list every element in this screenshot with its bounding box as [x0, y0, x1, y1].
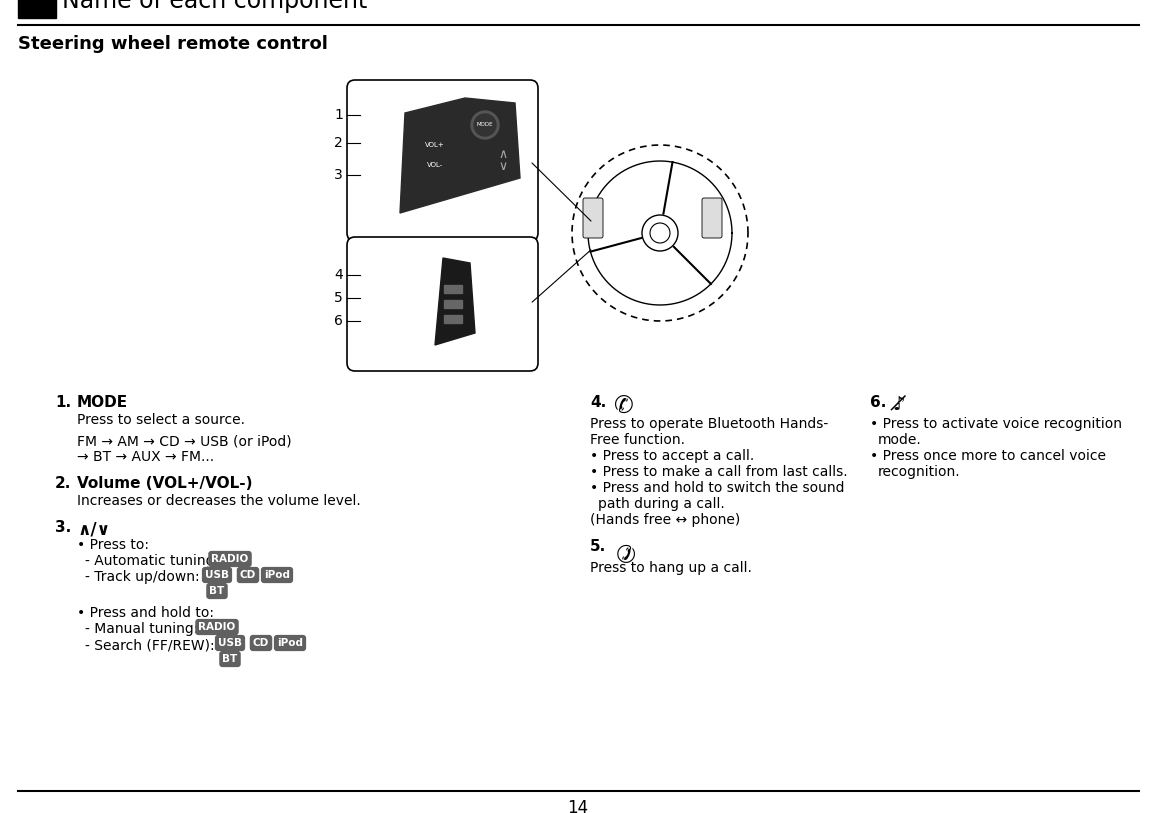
Text: ♪̸: ♪̸ [894, 394, 906, 413]
Circle shape [642, 215, 678, 251]
Text: Steering wheel remote control: Steering wheel remote control [19, 35, 327, 53]
Circle shape [474, 114, 496, 136]
Text: ∧
∨: ∧ ∨ [499, 149, 508, 173]
Text: ✆: ✆ [614, 394, 634, 418]
Text: • Press to:: • Press to: [78, 538, 149, 552]
Text: - Track up/down:: - Track up/down: [84, 570, 204, 584]
Text: Free function.: Free function. [590, 433, 685, 447]
Text: 6: 6 [334, 314, 342, 328]
Text: 4.: 4. [590, 395, 606, 410]
Text: ∧/∨: ∧/∨ [78, 520, 110, 538]
Text: MODE: MODE [78, 395, 128, 410]
Text: Press to operate Bluetooth Hands-: Press to operate Bluetooth Hands- [590, 417, 828, 431]
Text: RADIO: RADIO [198, 622, 236, 632]
Text: (Hands free ↔ phone): (Hands free ↔ phone) [590, 513, 740, 527]
Text: • Press to activate voice recognition: • Press to activate voice recognition [870, 417, 1122, 431]
Text: path during a call.: path during a call. [598, 497, 724, 511]
Text: 14: 14 [567, 799, 589, 813]
Text: 2.: 2. [56, 476, 72, 491]
Polygon shape [435, 258, 476, 345]
FancyBboxPatch shape [347, 80, 538, 241]
Bar [444, 300, 462, 308]
Bar [19, 0, 56, 18]
FancyBboxPatch shape [347, 237, 538, 371]
Text: MODE: MODE [477, 123, 493, 128]
Text: 2: 2 [334, 136, 342, 150]
Circle shape [471, 111, 499, 139]
Text: Name of each component: Name of each component [62, 0, 368, 13]
Text: • Press to accept a call.: • Press to accept a call. [590, 449, 754, 463]
Text: CD: CD [253, 638, 270, 648]
Text: • Press to make a call from last calls.: • Press to make a call from last calls. [590, 465, 848, 479]
Text: Press to select a source.: Press to select a source. [78, 413, 245, 427]
Text: 5: 5 [334, 291, 342, 305]
Text: 3.: 3. [56, 520, 72, 535]
FancyBboxPatch shape [583, 198, 603, 238]
Text: Volume (VOL+/VOL-): Volume (VOL+/VOL-) [78, 476, 252, 491]
Text: USB: USB [218, 638, 242, 648]
Text: • Press and hold to:: • Press and hold to: [78, 606, 214, 620]
Text: VOL-: VOL- [427, 162, 443, 168]
Text: RADIO: RADIO [212, 554, 249, 564]
Text: BT: BT [222, 654, 237, 664]
Text: • Press and hold to switch the sound: • Press and hold to switch the sound [590, 481, 845, 495]
Text: - Search (FF/REW):: - Search (FF/REW): [84, 638, 219, 652]
Text: 3: 3 [334, 168, 342, 182]
Text: - Manual tuning:: - Manual tuning: [84, 622, 202, 636]
Text: → BT → AUX → FM...: → BT → AUX → FM... [78, 450, 214, 464]
Text: mode.: mode. [878, 433, 922, 447]
Text: USB: USB [205, 570, 229, 580]
Text: ✆: ✆ [614, 538, 634, 562]
Text: Increases or decreases the volume level.: Increases or decreases the volume level. [78, 494, 361, 508]
Text: iPod: iPod [264, 570, 290, 580]
FancyBboxPatch shape [702, 198, 722, 238]
Text: iPod: iPod [277, 638, 303, 648]
Text: 1: 1 [334, 108, 342, 122]
Text: 5.: 5. [590, 539, 606, 554]
Text: recognition.: recognition. [878, 465, 960, 479]
Text: VOL+: VOL+ [425, 142, 445, 148]
Text: 6.: 6. [870, 395, 886, 410]
Bar [444, 285, 462, 293]
Polygon shape [400, 98, 519, 213]
Text: • Press once more to cancel voice: • Press once more to cancel voice [870, 449, 1106, 463]
Text: 4: 4 [334, 268, 342, 282]
Text: CD: CD [239, 570, 256, 580]
Text: Press to hang up a call.: Press to hang up a call. [590, 561, 752, 575]
Text: BT: BT [209, 586, 224, 596]
Bar [444, 315, 462, 323]
Text: - Automatic tuning:: - Automatic tuning: [84, 554, 223, 568]
Text: FM → AM → CD → USB (or iPod): FM → AM → CD → USB (or iPod) [78, 434, 292, 448]
Text: 1.: 1. [56, 395, 71, 410]
